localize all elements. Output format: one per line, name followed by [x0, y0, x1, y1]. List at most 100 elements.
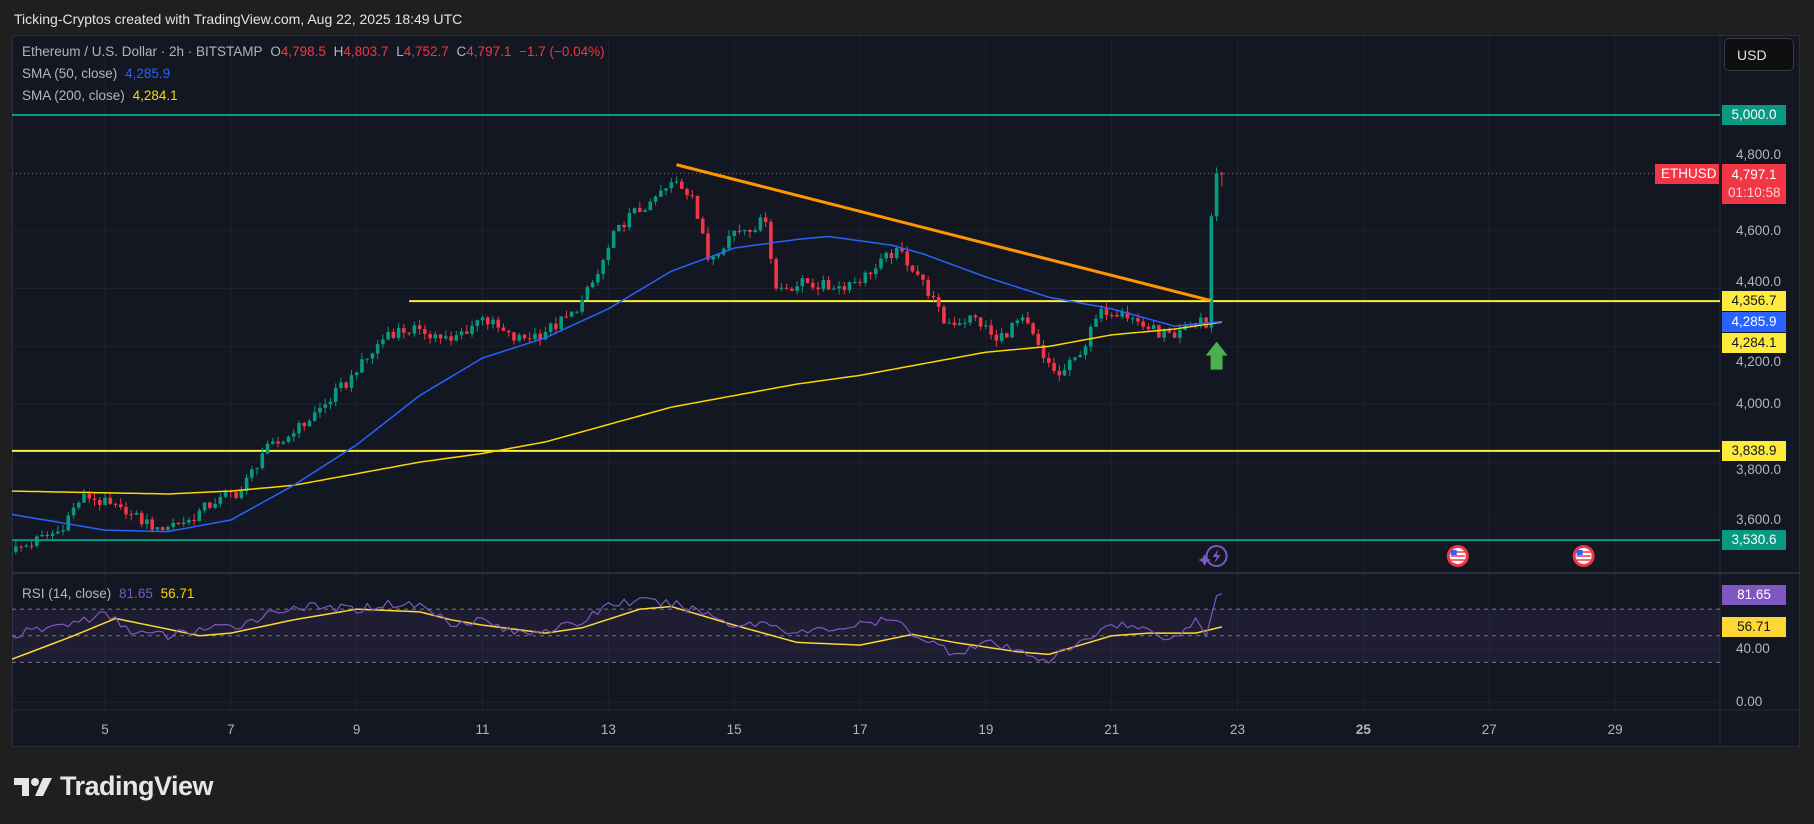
candle-body — [1214, 173, 1219, 217]
candle — [1062, 364, 1067, 377]
candle-body — [412, 325, 417, 334]
candle-body — [664, 188, 668, 191]
candle — [276, 436, 280, 448]
candle-body — [926, 279, 931, 296]
candle-body — [512, 332, 516, 341]
date-tick-label: 17 — [852, 722, 868, 737]
candle-body — [805, 278, 810, 283]
candle — [931, 290, 936, 302]
candle — [737, 224, 742, 235]
candle — [1057, 364, 1062, 382]
candle — [66, 511, 71, 532]
sma50-legend[interactable]: SMA (50, close) 4,285.9 — [22, 66, 174, 81]
candle — [1005, 332, 1009, 338]
candle-body — [506, 330, 511, 333]
candle-body — [381, 339, 385, 345]
candle-body — [1220, 173, 1224, 175]
currency-button[interactable]: USD — [1724, 38, 1794, 71]
candle-body — [732, 230, 736, 236]
candle-body — [606, 247, 611, 261]
candle — [181, 516, 186, 527]
candle-body — [197, 510, 202, 522]
candle — [50, 530, 55, 540]
rsi-tick-label: 0.00 — [1736, 694, 1763, 710]
candle-body — [999, 333, 1004, 341]
rsi-ma-line — [12, 605, 1223, 661]
candle — [423, 324, 427, 340]
date-tick-label: 11 — [475, 722, 490, 737]
candle — [512, 332, 516, 345]
candle — [438, 334, 443, 344]
candle — [1130, 316, 1135, 325]
low-label: L — [396, 44, 404, 59]
candle — [76, 500, 81, 510]
candle — [344, 381, 348, 390]
candle — [297, 420, 301, 439]
candle — [711, 256, 716, 266]
candle — [522, 333, 527, 341]
us-flag-event-icon[interactable] — [1572, 545, 1595, 567]
lightning-event-icon[interactable] — [1198, 545, 1228, 567]
sma50-label: SMA (50, close) — [22, 66, 118, 81]
candle — [92, 492, 97, 507]
candle-body — [470, 325, 474, 334]
rsi-legend[interactable]: RSI (14, close) 81.65 56.71 — [22, 586, 198, 601]
candle — [999, 328, 1004, 344]
candle-body — [234, 492, 238, 498]
candle-body — [527, 338, 532, 340]
us-flag-event-icon[interactable] — [1446, 545, 1469, 567]
candle-body — [97, 500, 102, 505]
candle-body — [1199, 317, 1203, 323]
candle-body — [1099, 308, 1104, 319]
candle-body — [847, 282, 852, 291]
candle — [323, 398, 328, 414]
candle-body — [181, 522, 186, 525]
candle-body — [601, 260, 605, 275]
sma200-legend[interactable]: SMA (200, close) 4,284.1 — [22, 88, 182, 103]
candle — [307, 418, 312, 427]
candle-body — [208, 502, 212, 508]
candle — [433, 331, 438, 343]
candle-body — [124, 507, 128, 515]
rsi-tick-label: 40.00 — [1736, 641, 1770, 657]
candle — [176, 522, 181, 525]
candle — [166, 525, 170, 531]
candle-body — [444, 336, 448, 339]
candle — [994, 329, 999, 347]
candle-body — [978, 317, 983, 327]
bar-countdown: 01:10:58 — [1728, 185, 1781, 200]
candle-body — [947, 322, 951, 324]
candle-body — [548, 323, 553, 332]
candle-body — [496, 319, 501, 328]
close-label: C — [456, 44, 467, 59]
candle — [1073, 356, 1077, 362]
candle — [763, 212, 768, 228]
candle-body — [402, 328, 406, 333]
candle — [255, 467, 259, 476]
tradingview-logo[interactable]: TradingView — [14, 771, 214, 802]
candle — [596, 268, 600, 286]
candle — [559, 316, 563, 332]
lightning-icon — [1212, 549, 1221, 563]
candle — [1026, 311, 1030, 325]
candle — [428, 330, 432, 344]
candle-body — [244, 477, 249, 492]
candle-body — [239, 491, 244, 498]
candle-body — [706, 233, 710, 260]
date-tick-label: 25 — [1355, 722, 1371, 737]
candle-body — [480, 317, 485, 321]
candle-body — [737, 230, 742, 232]
candle-body — [1115, 315, 1119, 317]
candle-body — [108, 497, 113, 504]
candle — [758, 214, 763, 233]
candle — [727, 230, 731, 250]
symbol-title[interactable]: Ethereum / U.S. Dollar · 2h · BITSTAMP — [22, 44, 263, 59]
candle-body — [769, 222, 773, 259]
candle-body — [779, 287, 784, 289]
candle-body — [56, 531, 60, 534]
candle-body — [774, 258, 778, 289]
candle-body — [653, 196, 658, 202]
candle — [213, 498, 217, 510]
candle-body — [328, 401, 333, 405]
